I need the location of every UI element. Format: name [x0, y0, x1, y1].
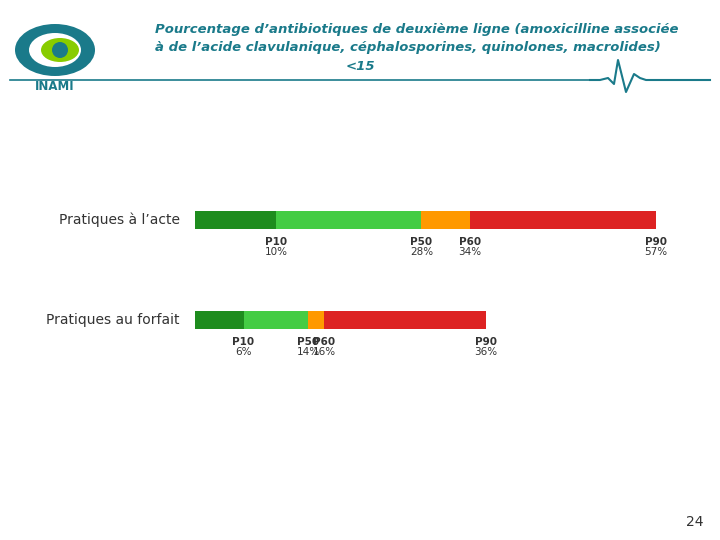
Ellipse shape — [41, 38, 79, 62]
Text: Pourcentage d’antibiotiques de deuxième ligne (amoxicilline associée: Pourcentage d’antibiotiques de deuxième … — [155, 24, 678, 37]
Ellipse shape — [52, 42, 68, 58]
Text: à de l’acide clavulanique, céphalosporines, quinolones, macrolides): à de l’acide clavulanique, céphalosporin… — [155, 42, 661, 55]
Bar — [421, 211, 470, 229]
Text: 14%: 14% — [297, 347, 320, 357]
Text: Pratiques au forfait: Pratiques au forfait — [47, 313, 180, 327]
Text: INAMI: INAMI — [35, 79, 75, 92]
Text: 6%: 6% — [235, 347, 252, 357]
Text: P90: P90 — [475, 337, 497, 347]
Text: Pratiques à l’acte: Pratiques à l’acte — [59, 213, 180, 227]
Text: P10: P10 — [265, 237, 287, 247]
Text: 28%: 28% — [410, 247, 433, 257]
Text: 24: 24 — [686, 515, 703, 529]
Text: P90: P90 — [644, 237, 667, 247]
Bar — [308, 311, 324, 329]
Text: 10%: 10% — [264, 247, 287, 257]
Ellipse shape — [29, 33, 81, 67]
Bar — [243, 311, 308, 329]
Bar — [276, 211, 421, 229]
Text: P10: P10 — [233, 337, 255, 347]
Text: <15: <15 — [345, 60, 375, 73]
Text: P60: P60 — [459, 237, 481, 247]
Text: 34%: 34% — [458, 247, 482, 257]
Bar — [324, 311, 486, 329]
Text: 57%: 57% — [644, 247, 667, 257]
Text: 36%: 36% — [474, 347, 498, 357]
Text: P50: P50 — [297, 337, 319, 347]
Bar — [195, 311, 243, 329]
Bar — [195, 211, 276, 229]
Text: P60: P60 — [313, 337, 336, 347]
Bar — [470, 211, 656, 229]
Text: 16%: 16% — [312, 347, 336, 357]
Text: P50: P50 — [410, 237, 433, 247]
Ellipse shape — [15, 24, 95, 76]
